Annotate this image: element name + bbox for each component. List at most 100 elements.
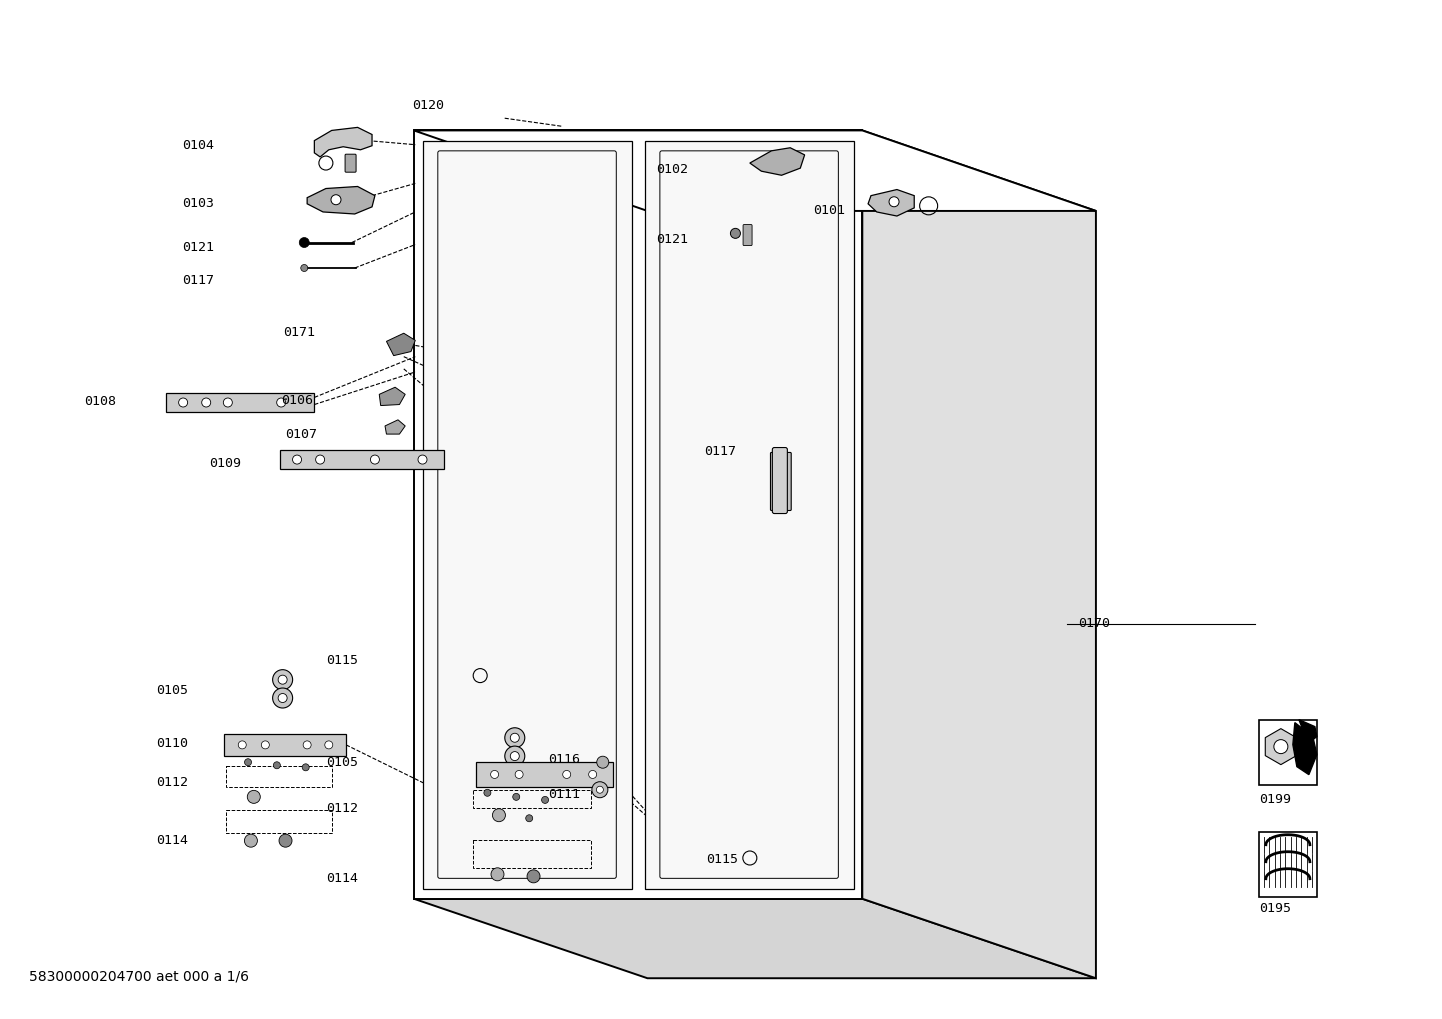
Polygon shape (1259, 832, 1317, 897)
Text: 0112: 0112 (326, 802, 358, 814)
Circle shape (588, 770, 597, 779)
Circle shape (274, 762, 280, 768)
Circle shape (526, 815, 532, 821)
Text: 0110: 0110 (156, 738, 187, 750)
Circle shape (510, 734, 519, 742)
Circle shape (273, 688, 293, 708)
Circle shape (591, 782, 609, 798)
Circle shape (277, 398, 286, 407)
FancyBboxPatch shape (770, 452, 792, 511)
FancyBboxPatch shape (345, 154, 356, 172)
Polygon shape (750, 148, 805, 175)
Text: 0102: 0102 (656, 163, 688, 175)
Text: 0115: 0115 (326, 654, 358, 666)
Text: 0117: 0117 (182, 274, 213, 286)
Circle shape (542, 797, 548, 803)
Circle shape (303, 764, 309, 770)
Text: 0114: 0114 (326, 872, 358, 884)
Circle shape (278, 694, 287, 702)
Polygon shape (414, 130, 862, 899)
Circle shape (244, 835, 258, 847)
Circle shape (505, 728, 525, 748)
Text: 0104: 0104 (182, 140, 213, 152)
Text: 0121: 0121 (656, 233, 688, 246)
Text: 0107: 0107 (286, 428, 317, 440)
Polygon shape (414, 130, 1096, 211)
Text: 0109: 0109 (209, 458, 241, 470)
FancyBboxPatch shape (743, 224, 753, 246)
Circle shape (238, 741, 247, 749)
Circle shape (505, 746, 525, 766)
Text: 0105: 0105 (326, 756, 358, 768)
Circle shape (526, 870, 541, 882)
Circle shape (293, 455, 301, 464)
Text: 0105: 0105 (156, 685, 187, 697)
Circle shape (300, 237, 309, 248)
Circle shape (303, 741, 311, 749)
Circle shape (562, 770, 571, 779)
Circle shape (418, 455, 427, 464)
Text: 0116: 0116 (548, 753, 580, 765)
Circle shape (273, 669, 293, 690)
Text: 0171: 0171 (283, 326, 314, 338)
Text: 58300000204700 aet 000 a 1/6: 58300000204700 aet 000 a 1/6 (29, 969, 249, 983)
Polygon shape (868, 190, 914, 216)
Polygon shape (414, 899, 1096, 978)
Polygon shape (386, 333, 415, 356)
Text: 0114: 0114 (156, 835, 187, 847)
Circle shape (278, 835, 293, 847)
Circle shape (371, 455, 379, 464)
Polygon shape (314, 127, 372, 157)
Polygon shape (476, 762, 613, 787)
Circle shape (513, 794, 519, 800)
Text: 0120: 0120 (412, 100, 444, 112)
Text: 0112: 0112 (156, 776, 187, 789)
Circle shape (202, 398, 211, 407)
Polygon shape (385, 420, 405, 434)
Text: 0121: 0121 (182, 242, 213, 254)
Circle shape (247, 791, 261, 803)
Circle shape (324, 741, 333, 749)
Text: 0101: 0101 (813, 205, 845, 217)
Polygon shape (280, 450, 444, 469)
Circle shape (1273, 740, 1288, 754)
Polygon shape (862, 130, 1096, 978)
Text: 0195: 0195 (1259, 903, 1291, 915)
Text: 0199: 0199 (1259, 794, 1291, 806)
Polygon shape (166, 393, 314, 412)
Circle shape (510, 752, 519, 760)
Text: 0170: 0170 (1079, 618, 1110, 630)
Text: 0115: 0115 (707, 853, 738, 865)
Text: 0108: 0108 (84, 395, 115, 408)
Circle shape (492, 809, 506, 821)
FancyBboxPatch shape (773, 447, 787, 514)
Circle shape (485, 790, 490, 796)
Circle shape (224, 398, 232, 407)
Circle shape (597, 756, 609, 768)
Circle shape (490, 770, 499, 779)
Polygon shape (224, 734, 346, 756)
Text: 0103: 0103 (182, 198, 213, 210)
Circle shape (731, 228, 740, 238)
Polygon shape (1259, 719, 1317, 785)
Circle shape (179, 398, 187, 407)
Circle shape (490, 868, 505, 880)
Circle shape (515, 770, 523, 779)
Text: 0117: 0117 (704, 445, 735, 458)
Polygon shape (645, 141, 854, 889)
Polygon shape (307, 186, 375, 214)
Polygon shape (379, 387, 405, 406)
Text: 0106: 0106 (281, 394, 313, 407)
Circle shape (316, 455, 324, 464)
Polygon shape (1265, 729, 1296, 764)
Polygon shape (423, 141, 632, 889)
Circle shape (245, 759, 251, 765)
Circle shape (301, 265, 307, 271)
Text: 0111: 0111 (548, 789, 580, 801)
Circle shape (332, 195, 340, 205)
Circle shape (890, 197, 898, 207)
Polygon shape (1299, 719, 1317, 740)
Circle shape (597, 787, 603, 793)
Circle shape (278, 676, 287, 684)
Circle shape (261, 741, 270, 749)
